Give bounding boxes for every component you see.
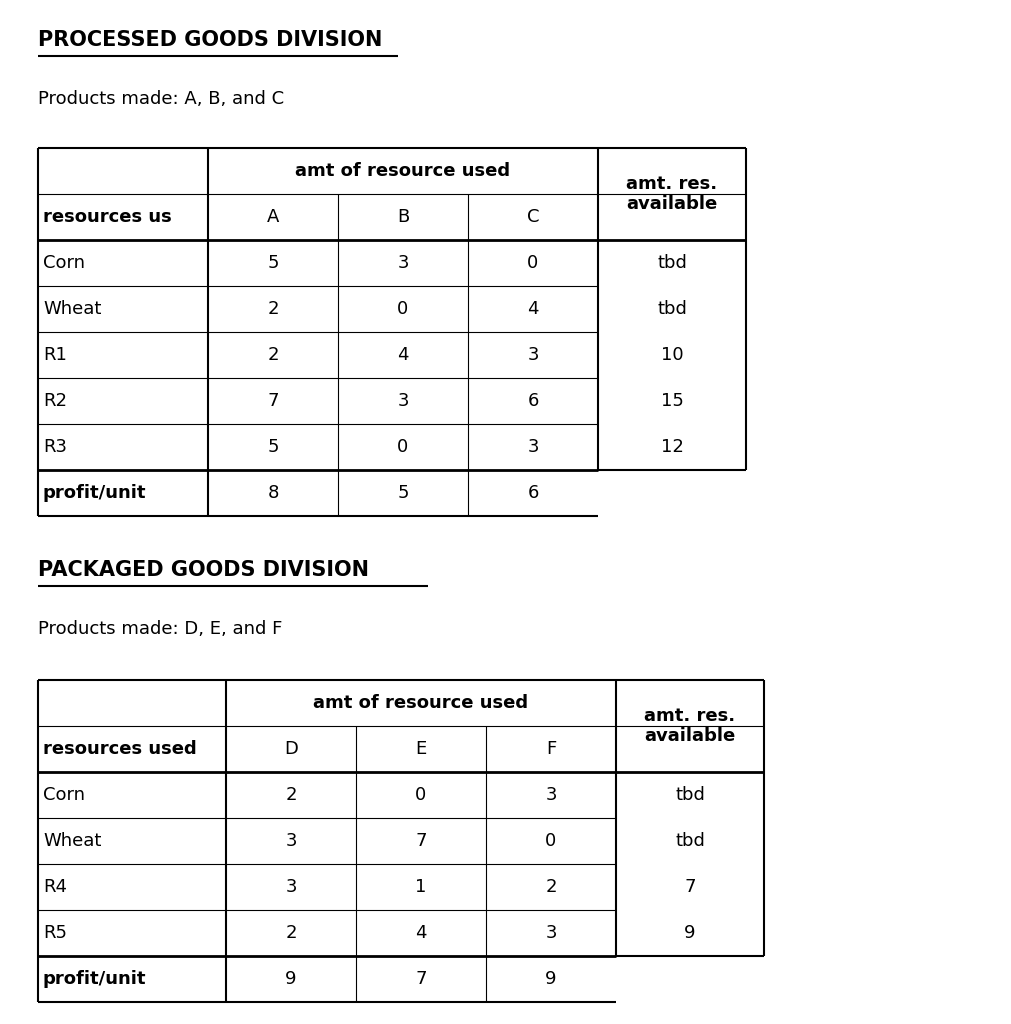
Text: PACKAGED GOODS DIVISION: PACKAGED GOODS DIVISION [38,560,369,580]
Text: 4: 4 [397,346,408,364]
Text: 0: 0 [416,786,427,804]
Text: 1: 1 [416,878,427,896]
Text: R1: R1 [43,346,67,364]
Text: Products made: A, B, and C: Products made: A, B, and C [38,90,284,108]
Text: 6: 6 [528,484,539,502]
Text: F: F [546,740,556,758]
Text: Products made: D, E, and F: Products made: D, E, and F [38,620,282,638]
Text: R5: R5 [43,924,67,942]
Text: Corn: Corn [43,254,85,272]
Text: R2: R2 [43,392,67,410]
Text: Wheat: Wheat [43,300,101,318]
Text: 8: 8 [267,484,279,502]
Text: 5: 5 [397,484,408,502]
Text: A: A [267,208,279,226]
Text: amt. res.: amt. res. [644,707,736,725]
Text: 7: 7 [416,970,427,988]
Text: D: D [284,740,298,758]
Text: 3: 3 [285,831,297,850]
Text: tbd: tbd [657,300,686,318]
Text: 9: 9 [684,924,696,942]
Text: 2: 2 [267,346,279,364]
Text: 7: 7 [267,392,279,410]
Text: E: E [416,740,427,758]
Text: profit/unit: profit/unit [43,484,147,502]
Text: tbd: tbd [657,254,686,272]
Text: 0: 0 [528,254,539,272]
Text: amt. res.: amt. res. [627,175,718,193]
Text: 5: 5 [267,438,279,456]
Text: Wheat: Wheat [43,831,101,850]
Text: 2: 2 [285,924,297,942]
Text: available: available [644,727,736,745]
Text: R4: R4 [43,878,67,896]
Text: 4: 4 [416,924,427,942]
Text: 2: 2 [267,300,279,318]
Text: amt of resource used: amt of resource used [313,694,529,712]
Text: 3: 3 [545,786,557,804]
Text: tbd: tbd [675,831,705,850]
Text: resources us: resources us [43,208,172,226]
Text: 9: 9 [545,970,557,988]
Text: 2: 2 [545,878,557,896]
Text: Corn: Corn [43,786,85,804]
Text: 7: 7 [416,831,427,850]
Text: 15: 15 [660,392,683,410]
Text: 0: 0 [545,831,557,850]
Text: 0: 0 [397,300,408,318]
Text: available: available [627,196,718,213]
Text: amt of resource used: amt of resource used [295,162,511,180]
Text: 3: 3 [397,254,408,272]
Text: 2: 2 [285,786,297,804]
Text: 10: 10 [660,346,683,364]
Text: 5: 5 [267,254,279,272]
Text: PROCESSED GOODS DIVISION: PROCESSED GOODS DIVISION [38,30,382,50]
Text: 3: 3 [397,392,408,410]
Text: 3: 3 [528,346,539,364]
Text: B: B [397,208,409,226]
Text: C: C [527,208,539,226]
Text: 12: 12 [660,438,683,456]
Text: 0: 0 [397,438,408,456]
Text: 3: 3 [528,438,539,456]
Text: tbd: tbd [675,786,705,804]
Text: 6: 6 [528,392,539,410]
Text: 3: 3 [285,878,297,896]
Text: 4: 4 [528,300,539,318]
Text: R3: R3 [43,438,67,456]
Text: 9: 9 [285,970,297,988]
Text: profit/unit: profit/unit [43,970,147,988]
Text: 3: 3 [545,924,557,942]
Text: 7: 7 [684,878,696,896]
Text: resources used: resources used [43,740,197,758]
